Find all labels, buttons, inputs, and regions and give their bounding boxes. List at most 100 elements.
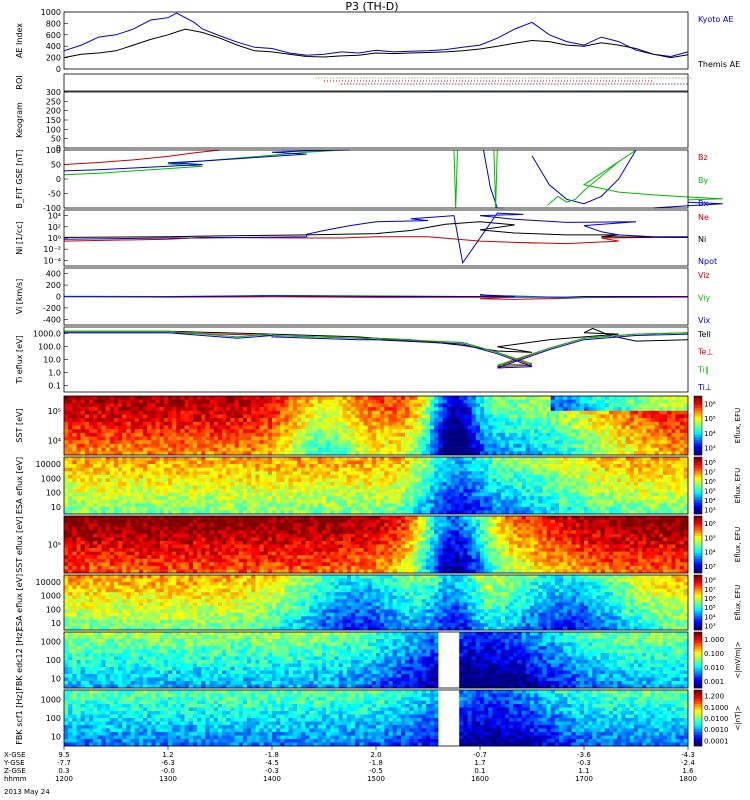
heatmap-cell xyxy=(567,436,572,441)
heatmap-cell xyxy=(575,503,581,508)
heatmap-cell xyxy=(413,403,418,408)
heatmap-cell xyxy=(234,464,240,468)
heatmap-cell xyxy=(326,464,331,468)
heatmap-cell xyxy=(384,478,389,483)
heatmap-cell xyxy=(442,451,448,456)
heatmap-cell xyxy=(326,510,331,515)
heatmap-cell xyxy=(579,499,585,504)
heatmap-cell xyxy=(359,447,364,452)
heatmap-cell xyxy=(409,489,414,493)
heatmap-cell xyxy=(355,403,360,408)
heatmap-cell xyxy=(118,440,123,445)
heatmap-cell xyxy=(80,421,86,426)
heatmap-cell xyxy=(388,410,393,415)
heatmap-cell xyxy=(679,447,685,452)
heatmap-cell xyxy=(205,451,210,456)
heatmap-cell xyxy=(467,421,472,426)
heatmap-cell xyxy=(342,414,348,419)
heatmap-cell xyxy=(417,474,423,479)
heatmap-cell xyxy=(197,481,202,486)
heatmap-cell xyxy=(546,436,552,441)
heatmap-cell xyxy=(238,499,244,504)
heatmap-cell xyxy=(596,399,601,404)
heatmap-cell xyxy=(638,478,643,483)
heatmap-cell xyxy=(105,503,111,508)
heatmap-cell xyxy=(480,485,485,490)
heatmap-cell xyxy=(151,471,156,476)
heatmap-cell xyxy=(571,414,576,419)
heatmap-cell xyxy=(633,478,639,483)
heatmap-cell xyxy=(467,432,472,437)
heatmap-cell xyxy=(683,425,689,430)
heatmap-cell xyxy=(650,471,656,476)
heatmap-cell xyxy=(646,443,651,448)
heatmap-cell xyxy=(267,467,273,472)
heatmap-cell xyxy=(617,410,622,415)
heatmap-cell xyxy=(650,436,656,441)
heatmap-cell xyxy=(159,478,165,483)
heatmap-cell xyxy=(650,489,656,493)
heatmap-cell xyxy=(334,407,339,412)
heatmap-cell xyxy=(134,451,140,456)
heatmap-cell xyxy=(625,451,631,456)
heatmap-cell xyxy=(438,399,443,404)
heatmap-cell xyxy=(359,503,364,508)
heatmap-cell xyxy=(89,496,94,501)
heatmap-cell xyxy=(380,489,385,493)
heatmap-cell xyxy=(143,457,148,461)
heatmap-cell xyxy=(89,443,94,448)
heatmap-cell xyxy=(405,421,410,426)
heatmap-cell xyxy=(376,443,381,448)
heatmap-cell xyxy=(646,407,651,412)
heatmap-cell xyxy=(667,418,672,423)
heatmap-cell xyxy=(613,447,618,452)
heatmap-cell xyxy=(222,399,227,404)
heatmap-cell xyxy=(413,410,418,415)
heatmap-cell xyxy=(201,447,206,452)
heatmap-cell xyxy=(646,481,651,486)
series-segment xyxy=(653,201,723,209)
heatmap-cell xyxy=(525,471,531,476)
heatmap-cell xyxy=(209,510,215,515)
heatmap-cell xyxy=(309,457,314,461)
heatmap-cell xyxy=(596,403,601,408)
heatmap-cell xyxy=(679,503,685,508)
heatmap-cell xyxy=(559,436,564,441)
heatmap-cell xyxy=(259,467,264,472)
heatmap-cell xyxy=(638,436,643,441)
heatmap-cell xyxy=(371,407,377,412)
heatmap-cell xyxy=(409,399,414,404)
heatmap-cell xyxy=(425,407,431,412)
heatmap-cell xyxy=(363,506,368,511)
heatmap-cell xyxy=(180,510,185,515)
heatmap-cell xyxy=(97,506,102,511)
heatmap-cell xyxy=(384,460,389,465)
heatmap-cell xyxy=(609,492,614,497)
heatmap-cell xyxy=(663,410,668,415)
heatmap-cell xyxy=(351,492,356,497)
heatmap-cell xyxy=(80,440,86,445)
heatmap-cell xyxy=(563,443,568,448)
heatmap-cell xyxy=(230,499,235,504)
heatmap-cell xyxy=(658,447,664,452)
heatmap-cell xyxy=(388,471,393,476)
heatmap-cell xyxy=(600,425,606,430)
heatmap-cell xyxy=(488,457,493,461)
heatmap-cell xyxy=(646,457,651,461)
heatmap-cell xyxy=(529,474,535,479)
heatmap-cell xyxy=(147,464,152,468)
heatmap-cell xyxy=(309,481,314,486)
heatmap-cell xyxy=(525,464,531,468)
heatmap-cell xyxy=(355,467,360,472)
colorbar-tick: 10⁵ xyxy=(704,415,716,423)
heatmap-cell xyxy=(625,429,631,434)
heatmap-cell xyxy=(143,489,148,493)
heatmap-cell xyxy=(230,443,235,448)
heatmap-cell xyxy=(463,460,468,465)
heatmap-cell xyxy=(97,457,102,461)
heatmap-cell xyxy=(446,396,452,400)
heatmap-cell xyxy=(621,407,626,412)
heatmap-cell xyxy=(500,460,506,465)
heatmap-cell xyxy=(679,474,685,479)
heatmap-cell xyxy=(89,503,94,508)
